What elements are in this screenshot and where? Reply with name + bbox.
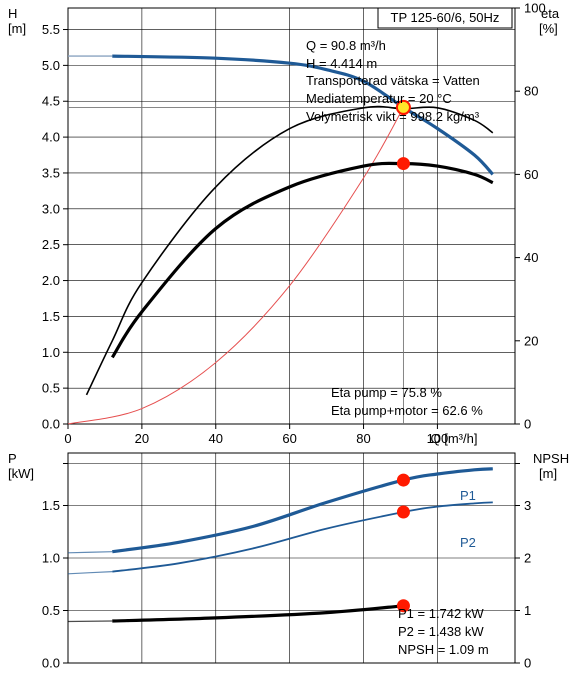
chart-title: TP 125-60/6, 50Hz	[391, 10, 500, 25]
x-tick-label: 60	[282, 431, 296, 446]
x-tick-label: 40	[209, 431, 223, 446]
bottom-ticks: 0.0 0.5 1.0 1.5 0 1 2 3	[42, 463, 531, 671]
eta-pump-curve	[85, 105, 494, 396]
npsh-tick-label: 3	[524, 498, 531, 513]
npsh-tick-label: 0	[524, 656, 531, 671]
info-liquid: Transporterad vätska = Vatten	[306, 73, 480, 88]
h-tick-label: 5.5	[42, 22, 60, 37]
duty-point-head	[395, 99, 411, 115]
bottom-curves	[67, 467, 493, 623]
p2-curve	[112, 501, 493, 573]
p1-curve-leadin	[67, 551, 113, 554]
p1-curve	[112, 467, 493, 554]
h-tick-label: 1.0	[42, 345, 60, 360]
info-p1: P1 = 1.742 kW	[398, 606, 484, 621]
p-tick-label: 0.0	[42, 656, 60, 671]
x-tick-label: 0	[64, 431, 71, 446]
eta-tick-label: 80	[524, 84, 538, 99]
eta-axis-unit: [%]	[539, 21, 558, 36]
h-tick-label: 3.5	[42, 165, 60, 180]
p-axis-label: P	[8, 451, 17, 466]
x-tick-label: 20	[135, 431, 149, 446]
npsh-tick-label: 1	[524, 603, 531, 618]
info-h: H = 4.414 m	[306, 56, 377, 71]
h-tick-label: 4.0	[42, 130, 60, 145]
x-tick-label: 80	[356, 431, 370, 446]
h-axis-unit: [m]	[8, 21, 26, 36]
duty-point-eta-pump-motor	[396, 157, 410, 171]
p1-series-label: P1	[460, 488, 476, 503]
title-box	[377, 7, 513, 29]
h-axis-label: H	[8, 6, 17, 21]
h-tick-label: 2.0	[42, 273, 60, 288]
head-curve	[112, 54, 494, 176]
h-tick-label: 2.5	[42, 237, 60, 252]
info-eta-pump-motor: Eta pump+motor = 62.6 %	[331, 403, 483, 418]
info-eta-pump: Eta pump = 75.8 %	[331, 385, 442, 400]
x-tick-label: 100	[427, 431, 449, 446]
p-axis-unit: [kW]	[8, 466, 34, 481]
p-tick-label: 1.5	[42, 498, 60, 513]
h-tick-label: 3.0	[42, 201, 60, 216]
h-tick-label: 4.5	[42, 94, 60, 109]
info-npsh: NPSH = 1.09 m	[398, 642, 489, 657]
info-p2: P2 = 1.438 kW	[398, 624, 484, 639]
top-grid	[67, 8, 515, 425]
eta-tick-label: 100	[524, 1, 546, 16]
x-axis-label: Q [m³/h]	[431, 431, 478, 446]
p-tick-label: 0.5	[42, 603, 60, 618]
eta-tick-label: 40	[524, 250, 538, 265]
info-density: Volymetrisk vikt = 998.2 kg/m³	[306, 109, 480, 124]
system-curve	[67, 107, 404, 425]
duty-point-p1	[396, 473, 410, 487]
h-tick-label: 0.5	[42, 381, 60, 396]
h-tick-label: 5.0	[42, 58, 60, 73]
top-plot-frame	[67, 7, 516, 425]
duty-point-npsh	[396, 599, 410, 613]
eta-axis-label: eta	[541, 6, 560, 21]
npsh-tick-label: 2	[524, 551, 531, 566]
npsh-axis-label: NPSH	[533, 451, 569, 466]
npsh-curve	[112, 604, 404, 623]
eta-tick-label: 60	[524, 167, 538, 182]
p2-series-label: P2	[460, 535, 476, 550]
eta-pump-motor-curve	[110, 161, 494, 359]
h-tick-label: 1.5	[42, 309, 60, 324]
top-panel: 0 20 40 60 80 100 0.0 0.5 1.0 1.5 2.0 2.5 3.0 3.5 4.0 4…	[8, 1, 560, 447]
bottom-panel: 0.0 0.5 1.0 1.5 0 1 2 3 P [kW] NPSH [m] P1 P2 P…	[8, 451, 569, 671]
npsh-curve-leadin	[67, 620, 113, 623]
eta-tick-label: 0	[524, 417, 531, 432]
p2-curve-leadin	[67, 571, 113, 575]
top-ticks: 0 20 40 60 80 100 0.0 0.5 1.0 1.5 2.0 2.5 3.0 3.5 4.0 4…	[42, 1, 546, 447]
npsh-axis-unit: [m]	[539, 466, 557, 481]
duty-point-p2	[396, 505, 410, 519]
p-tick-label: 1.0	[42, 551, 60, 566]
h-tick-label: 0.0	[42, 417, 60, 432]
info-temperature: Mediatemperatur = 20 °C	[306, 91, 452, 106]
eta-tick-label: 20	[524, 333, 538, 348]
top-curves	[67, 54, 494, 425]
info-q: Q = 90.8 m³/h	[306, 38, 386, 53]
